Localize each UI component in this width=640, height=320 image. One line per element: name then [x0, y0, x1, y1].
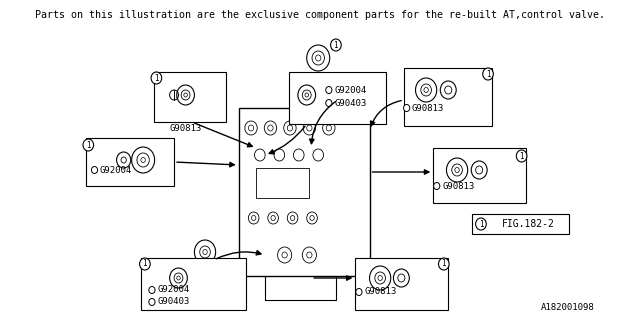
Circle shape [516, 150, 527, 162]
Text: G90813: G90813 [364, 287, 396, 297]
Text: G90813: G90813 [170, 124, 202, 132]
Text: 1: 1 [333, 41, 338, 50]
Circle shape [149, 299, 155, 306]
Bar [239, 108, 369, 276]
Text: G92004: G92004 [157, 285, 189, 294]
Bar [433, 148, 526, 203]
Text: G90403: G90403 [157, 298, 189, 307]
Circle shape [483, 68, 493, 80]
Bar [404, 68, 492, 126]
Circle shape [476, 218, 486, 230]
Circle shape [438, 258, 449, 270]
Circle shape [92, 166, 97, 173]
Bar [289, 72, 387, 124]
Bar [86, 138, 174, 186]
Circle shape [404, 105, 410, 111]
Circle shape [326, 86, 332, 93]
Text: G90813: G90813 [442, 181, 474, 190]
Circle shape [326, 100, 332, 107]
Text: G90813: G90813 [412, 103, 444, 113]
Bar [472, 214, 570, 234]
Circle shape [140, 258, 150, 270]
Bar [257, 168, 309, 198]
Circle shape [151, 72, 162, 84]
Text: 1: 1 [86, 140, 91, 149]
Bar [355, 258, 448, 310]
Text: FIG.182-2: FIG.182-2 [501, 219, 554, 229]
Text: 1: 1 [143, 260, 147, 268]
Text: 1: 1 [442, 260, 446, 268]
Circle shape [434, 182, 440, 189]
Bar [141, 258, 246, 310]
Text: 1: 1 [479, 220, 483, 228]
Text: G90403: G90403 [334, 99, 367, 108]
Circle shape [149, 286, 155, 293]
Text: 1: 1 [154, 74, 159, 83]
Text: 1: 1 [519, 151, 524, 161]
Text: G92004: G92004 [100, 165, 132, 174]
Circle shape [356, 289, 362, 295]
Text: A182001098: A182001098 [540, 303, 594, 312]
Text: 1: 1 [486, 69, 490, 78]
Circle shape [83, 139, 93, 151]
Circle shape [331, 39, 341, 51]
Text: G92004: G92004 [334, 85, 367, 94]
Text: Parts on this illustration are the exclusive component parts for the re-built AT: Parts on this illustration are the exclu… [35, 10, 605, 20]
Bar [154, 72, 227, 122]
